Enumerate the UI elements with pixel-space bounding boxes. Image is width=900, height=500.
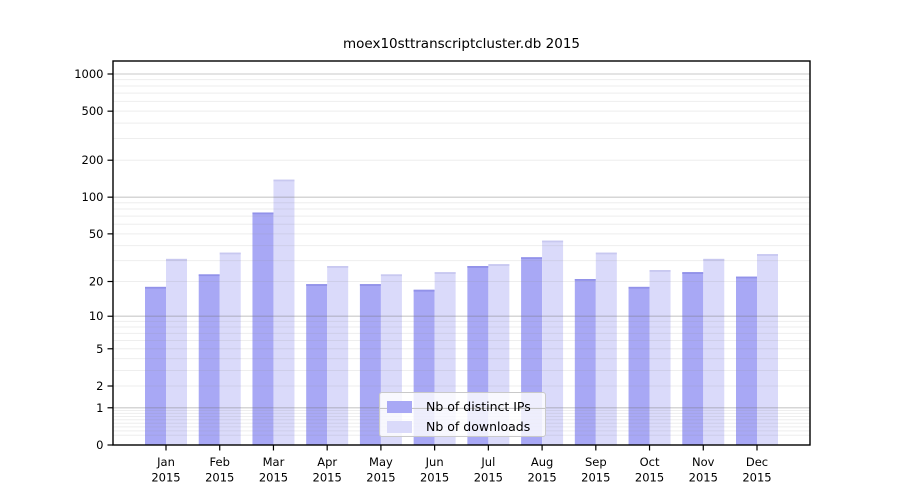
legend-item-distinct-ips: Nb of distinct IPs bbox=[380, 397, 545, 416]
legend-item-downloads: Nb of downloads bbox=[380, 417, 545, 436]
legend-label-distinct-ips: Nb of distinct IPs bbox=[426, 399, 531, 414]
svg-text:Dec: Dec bbox=[746, 455, 768, 469]
svg-text:10: 10 bbox=[89, 309, 104, 323]
svg-text:Nov: Nov bbox=[692, 455, 715, 469]
svg-text:Feb: Feb bbox=[210, 455, 230, 469]
svg-text:2: 2 bbox=[96, 379, 103, 393]
page-title: moex10sttranscriptcluster.db 2015 bbox=[342, 36, 580, 52]
svg-text:100: 100 bbox=[82, 190, 104, 204]
svg-text:2015: 2015 bbox=[635, 471, 664, 485]
svg-text:500: 500 bbox=[82, 104, 104, 118]
legend-swatch-distinct-ips bbox=[387, 400, 412, 413]
svg-text:5: 5 bbox=[96, 342, 103, 356]
svg-text:Sep: Sep bbox=[585, 455, 607, 469]
svg-text:Oct: Oct bbox=[640, 455, 660, 469]
svg-text:2015: 2015 bbox=[581, 471, 610, 485]
svg-text:2015: 2015 bbox=[527, 471, 556, 485]
svg-text:20: 20 bbox=[89, 275, 104, 289]
svg-text:2015: 2015 bbox=[259, 471, 288, 485]
svg-text:Jan: Jan bbox=[156, 455, 175, 469]
svg-text:2015: 2015 bbox=[205, 471, 234, 485]
svg-text:0: 0 bbox=[96, 438, 103, 452]
svg-text:2015: 2015 bbox=[474, 471, 503, 485]
svg-text:2015: 2015 bbox=[313, 471, 342, 485]
legend: Nb of distinct IPs Nb of downloads bbox=[379, 392, 546, 437]
legend-swatch-downloads bbox=[387, 420, 412, 433]
svg-text:2015: 2015 bbox=[420, 471, 449, 485]
svg-text:Jul: Jul bbox=[480, 455, 495, 469]
svg-text:2015: 2015 bbox=[151, 471, 180, 485]
svg-text:Apr: Apr bbox=[317, 455, 337, 469]
legend-label-downloads: Nb of downloads bbox=[426, 419, 531, 434]
svg-text:2015: 2015 bbox=[689, 471, 718, 485]
svg-text:Jun: Jun bbox=[425, 455, 444, 469]
svg-text:May: May bbox=[369, 455, 393, 469]
svg-text:2015: 2015 bbox=[366, 471, 395, 485]
gridline-through-legend bbox=[380, 408, 545, 409]
svg-text:200: 200 bbox=[82, 153, 104, 167]
svg-text:2015: 2015 bbox=[742, 471, 771, 485]
svg-text:Aug: Aug bbox=[531, 455, 553, 469]
svg-text:50: 50 bbox=[89, 227, 104, 241]
svg-text:1000: 1000 bbox=[74, 67, 103, 81]
svg-text:Mar: Mar bbox=[263, 455, 285, 469]
svg-text:1: 1 bbox=[96, 401, 103, 415]
